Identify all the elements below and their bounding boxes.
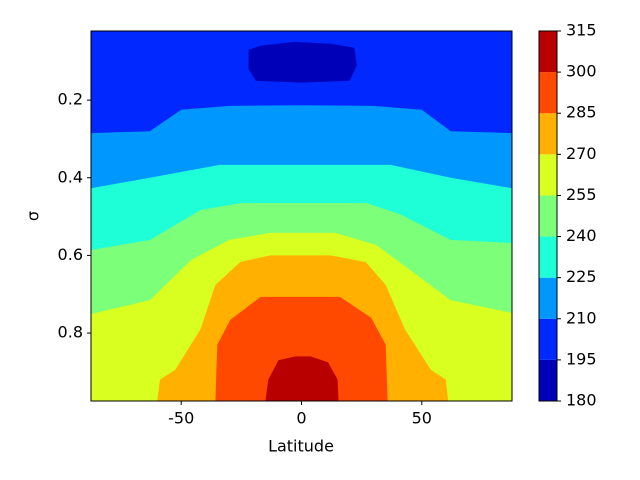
colorbar-band xyxy=(539,318,557,360)
x-tick-label: 0 xyxy=(296,409,306,428)
y-tick-label: 0.6 xyxy=(58,245,83,264)
x-tick-label: -50 xyxy=(168,409,194,428)
y-tick-label: 0.8 xyxy=(58,323,83,342)
colorbar-band xyxy=(539,195,557,237)
colorbar-tick-label: 255 xyxy=(566,185,597,204)
colorbar-band xyxy=(539,113,557,155)
colorbar-band xyxy=(539,72,557,114)
colorbar-frame xyxy=(538,30,558,402)
colorbar-tick-label: 270 xyxy=(566,144,597,163)
contour-region xyxy=(248,41,357,83)
y-tick-label: 0.2 xyxy=(58,90,83,109)
colorbar-tick-label: 315 xyxy=(566,21,597,40)
contour-region xyxy=(265,356,339,401)
colorbar-band xyxy=(539,359,557,401)
contour-region xyxy=(215,296,388,401)
colorbar-band xyxy=(539,154,557,196)
colorbar-band xyxy=(539,236,557,278)
colorbar-tick-label: 240 xyxy=(566,226,597,245)
x-axis-label: Latitude xyxy=(268,437,334,456)
colorbar-tick-label: 300 xyxy=(566,62,597,81)
colorbar-tick-label: 195 xyxy=(566,349,597,368)
y-axis-label: σ xyxy=(24,211,43,221)
colorbar-tick-label: 180 xyxy=(566,391,597,410)
colorbar-band xyxy=(539,31,557,73)
colorbar-tick-label: 225 xyxy=(566,267,597,286)
colorbar-tick-label: 285 xyxy=(566,103,597,122)
contour-layer xyxy=(91,31,512,401)
colorbar-tick-label: 210 xyxy=(566,308,597,327)
x-tick-label: 50 xyxy=(412,409,432,428)
colorbar-band xyxy=(539,277,557,319)
y-tick-label: 0.4 xyxy=(58,167,83,186)
